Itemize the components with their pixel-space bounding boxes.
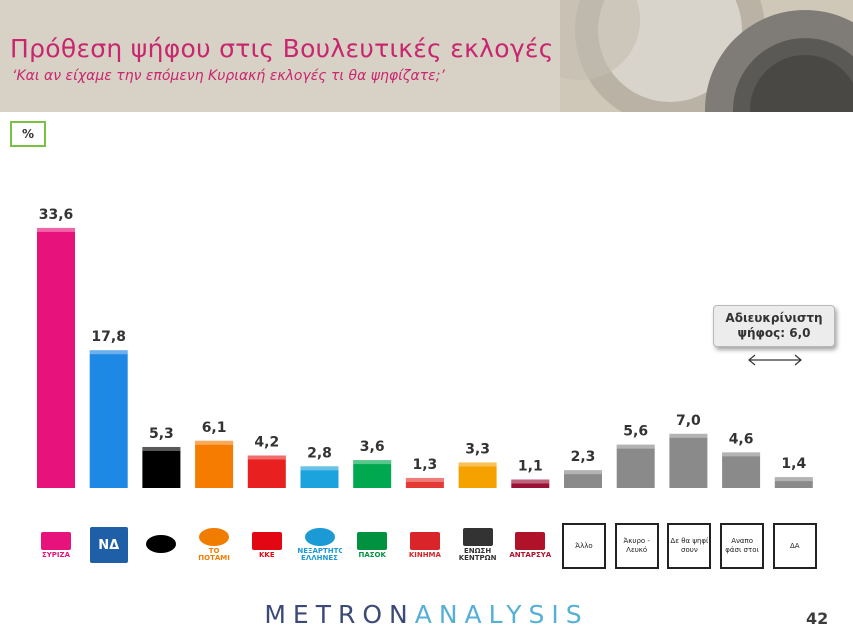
antarsya-logo-text: ΑΝΤΑΡΣΥΑ [509, 550, 552, 559]
bar-highlight-7 [405, 477, 444, 482]
antarsya-logo: ΑΝΤΑΡΣΥΑ [508, 525, 552, 565]
bar-12 [669, 433, 708, 488]
bar-value-label-14: 1,4 [781, 456, 806, 472]
kke-logo-mark [251, 531, 282, 550]
kinima-logo-text: ΚΙΝΗΜΑ [408, 550, 441, 559]
bar-highlight-10 [564, 470, 602, 475]
bar-4 [247, 455, 286, 488]
golden-dawn-logo-mark [146, 535, 177, 553]
syriza-logo-mark [41, 531, 71, 550]
bar-value-label-12: 7,0 [676, 413, 701, 429]
undecided-vote-box: Αδιευκρίνιστη ψήφος: 6,0 [713, 305, 835, 347]
category-box-4: ΔΑ [772, 523, 817, 569]
bar-14 [774, 477, 813, 488]
header-band: Πρόθεση ψήφου στις Βουλευτικές εκλογές ‘… [0, 0, 853, 112]
bar-value-label-11: 5,6 [623, 424, 648, 440]
unit-label: % [10, 121, 46, 147]
kke-logo: ΚΚΕ [245, 525, 289, 565]
bar-highlight-3 [195, 440, 234, 445]
enosi-kentroon-logo: ΕΝΩΣΗ ΚΕΝΤΡΩΝ [456, 525, 500, 565]
to-potami-logo-text: ΤΟ ΠΟΤΑΜΙ [198, 547, 230, 562]
brand-part-1: METRON [264, 600, 415, 629]
bar-1 [89, 350, 128, 488]
brand-wordmark: METRONANALYSIS [0, 600, 853, 629]
brand-part-2: ANALYSIS [414, 600, 589, 629]
bar-3 [195, 440, 234, 488]
bar-2 [142, 446, 181, 488]
anel-logo-text: ΑΝΕΞΑΡΤΗΤΟΙ ΕΛΛΗΝΕΣ [297, 547, 342, 562]
bar-value-label-5: 2,8 [307, 445, 332, 461]
to-potami-logo: ΤΟ ΠΟΤΑΜΙ [192, 525, 236, 565]
bar-value-label-0: 33,6 [39, 207, 74, 223]
to-potami-logo-mark [199, 528, 230, 546]
bar-9 [511, 479, 550, 488]
category-box-0: Άλλο [562, 523, 606, 569]
double-arrow-icon [748, 354, 802, 366]
bar-value-label-8: 3,3 [465, 441, 490, 457]
bar-highlight-2 [142, 446, 181, 451]
anel-logo-mark [304, 528, 335, 546]
bar-value-label-6: 3,6 [360, 439, 385, 455]
syriza-logo-text: ΣΥΡΙΖΑ [41, 550, 71, 559]
nd-logo-mark: ΝΔ [89, 527, 128, 563]
bar-highlight-12 [669, 433, 708, 438]
bar-highlight-4 [247, 455, 286, 460]
category-box-3: Αναπο φάσι στοι [720, 523, 765, 569]
bar-5 [300, 466, 339, 488]
bar-6 [353, 460, 392, 488]
bar-highlight-5 [300, 466, 339, 471]
bar-highlight-9 [511, 479, 550, 484]
category-box-1: Άκυρο - Λευκό [614, 523, 659, 569]
bar-0 [37, 227, 75, 488]
decorative-dictionary-graphic [560, 0, 853, 112]
bar-value-label-7: 1,3 [412, 457, 437, 473]
bar-value-label-2: 5,3 [149, 426, 174, 442]
bar-highlight-11 [616, 444, 655, 449]
syriza-logo: ΣΥΡΙΖΑ [34, 525, 78, 565]
enosi-kentroon-logo-mark [462, 528, 493, 546]
bar-13 [722, 452, 761, 488]
bar-value-label-4: 4,2 [254, 434, 279, 450]
anel-logo: ΑΝΕΞΑΡΤΗΤΟΙ ΕΛΛΗΝΕΣ [298, 525, 342, 565]
antarsya-logo-mark [515, 531, 546, 550]
nd-logo: ΝΔ [87, 525, 131, 565]
bar-highlight-1 [89, 350, 128, 355]
bar-highlight-6 [353, 460, 392, 465]
bar-highlight-0 [37, 227, 75, 232]
enosi-kentroon-logo-text: ΕΝΩΣΗ ΚΕΝΤΡΩΝ [458, 547, 497, 562]
bar-highlight-13 [722, 452, 761, 457]
page-number: 42 [806, 609, 829, 628]
bar-highlight-8 [458, 462, 497, 467]
bar-11 [616, 444, 655, 488]
bar-7 [405, 477, 444, 488]
kke-logo-text: ΚΚΕ [258, 550, 275, 559]
bar-value-label-13: 4,6 [729, 431, 754, 447]
bar-10 [564, 470, 602, 488]
bar-8 [458, 462, 497, 488]
pasok-logo-mark [357, 531, 388, 550]
bar-value-label-9: 1,1 [518, 458, 543, 474]
page-subtitle: ‘Και αν είχαμε την επόμενη Κυριακή εκλογ… [12, 68, 445, 84]
bar-highlight-14 [774, 477, 813, 482]
pasok-logo-text: ΠΑΣΟΚ [358, 550, 386, 559]
category-box-2: Δε θα ψηφί σουν [667, 523, 712, 569]
bar-value-label-10: 2,3 [571, 449, 596, 465]
kinima-logo: ΚΙΝΗΜΑ [403, 525, 447, 565]
bar-value-label-3: 6,1 [202, 420, 227, 436]
golden-dawn-logo [139, 525, 183, 565]
kinima-logo-mark [409, 531, 440, 550]
pasok-logo: ΠΑΣΟΚ [350, 525, 394, 565]
bar-value-label-1: 17,8 [91, 329, 126, 345]
page-title: Πρόθεση ψήφου στις Βουλευτικές εκλογές [10, 34, 554, 63]
